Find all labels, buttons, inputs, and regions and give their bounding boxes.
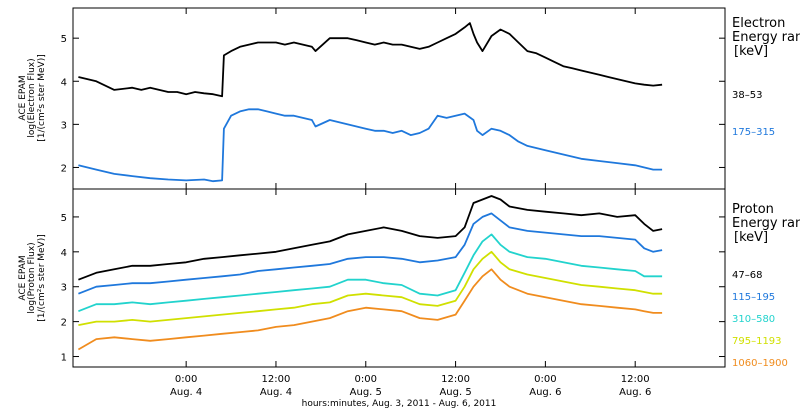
xtick-time-label-3: 12:00 — [441, 374, 470, 385]
xtick-date-label-2: Aug. 5 — [350, 387, 382, 398]
top-legend-series-0: 38–53 — [732, 90, 762, 101]
xtick-time-label-0: 0:00 — [175, 374, 197, 385]
bottom-ylabel-units: [1/(cm²s ster MeV)] — [37, 234, 47, 321]
bottom-panel-frame — [72, 188, 726, 368]
top-panel-frame — [72, 7, 726, 190]
bottom-legend-series-4: 1060–1900 — [732, 358, 788, 369]
panel1-series-line-4 — [77, 268, 663, 351]
xtick-time-label-4: 0:00 — [534, 374, 556, 385]
panel0-series-line-0 — [78, 22, 663, 98]
top-ylabel-instrument: ACE EPAM — [18, 75, 28, 120]
bottom-legend-series-0: 47–68 — [732, 270, 762, 281]
bottom-legend-series-2: 310–580 — [732, 314, 775, 325]
top-ylabel-quantity: log(Electron Flux) — [27, 58, 37, 137]
panel1-ytick-label-4: 5 — [61, 213, 67, 224]
xtick-date-label-3: Aug. 5 — [439, 387, 471, 398]
panel1-ytick-label-3: 4 — [61, 248, 67, 259]
bottom-ylabel-instrument: ACE EPAM — [18, 255, 28, 300]
panel0-ytick-label-1: 3 — [61, 120, 67, 131]
panel1-series-line-1 — [78, 212, 663, 295]
top-legend-title-1: Electron — [732, 16, 785, 31]
x-axis-title: hours:minutes, Aug. 3, 2011 - Aug. 6, 20… — [302, 399, 497, 409]
panel0-ytick-label-3: 5 — [61, 34, 67, 45]
panel1-series-line-0 — [78, 195, 663, 281]
bottom-legend-title-2: Energy range — [732, 216, 800, 231]
xtick-time-label-2: 0:00 — [355, 374, 377, 385]
bottom-legend-series-1: 115–195 — [732, 292, 775, 303]
top-legend-unit: [keV] — [734, 44, 768, 59]
bottom-legend-unit: [keV] — [734, 230, 768, 245]
panel0-ytick-label-2: 4 — [61, 77, 67, 88]
top-legend-title-2: Energy range — [732, 30, 800, 45]
panel1-ytick-label-1: 2 — [61, 318, 67, 329]
xtick-date-label-5: Aug. 6 — [619, 387, 651, 398]
panel1-series-line-3 — [78, 250, 663, 326]
xtick-time-label-5: 12:00 — [621, 374, 650, 385]
bottom-ylabel-quantity: log(Proton Flux) — [27, 242, 37, 313]
xtick-date-label-4: Aug. 6 — [529, 387, 561, 398]
panel0-series-line-1 — [78, 108, 663, 183]
panel1-ytick-label-0: 1 — [61, 353, 67, 364]
xtick-date-label-0: Aug. 4 — [170, 387, 202, 398]
bottom-legend-title-1: Proton — [732, 202, 774, 217]
xtick-time-label-1: 12:00 — [262, 374, 291, 385]
xtick-date-label-1: Aug. 4 — [260, 387, 292, 398]
panel1-ytick-label-2: 3 — [61, 283, 67, 294]
top-ylabel-units: [1/(cm²s ster MeV)] — [37, 54, 47, 141]
top-legend-series-1: 175–315 — [732, 127, 775, 138]
generated-marks: 2 3 4 5 1 2 3 4 5 0:00 Aug. 4 12:00 Aug. 4 0:00 Aug. 5… — [61, 8, 725, 398]
panel0-ytick-label-0: 2 — [61, 163, 67, 174]
bottom-legend-series-3: 795–1193 — [732, 336, 782, 347]
panel1-series-line-2 — [78, 233, 663, 313]
